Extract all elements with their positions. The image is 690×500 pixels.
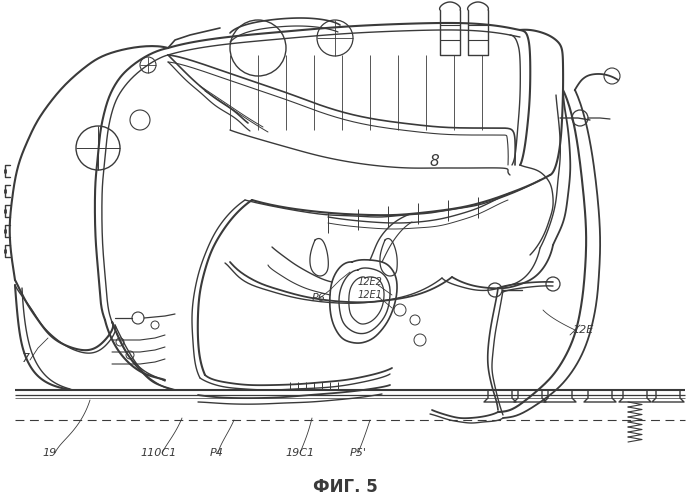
Text: 110C1: 110C1 bbox=[140, 448, 176, 458]
Text: 8: 8 bbox=[430, 154, 440, 170]
Text: P6: P6 bbox=[312, 293, 326, 303]
Text: 12E2: 12E2 bbox=[358, 277, 383, 287]
Text: P4: P4 bbox=[210, 448, 224, 458]
Text: ФИГ. 5: ФИГ. 5 bbox=[313, 478, 377, 496]
Text: 12E: 12E bbox=[572, 325, 593, 335]
Text: 12E1: 12E1 bbox=[358, 290, 383, 300]
Text: P5': P5' bbox=[350, 448, 367, 458]
Text: 19C1: 19C1 bbox=[285, 448, 314, 458]
Text: 7: 7 bbox=[22, 352, 30, 364]
Text: 19: 19 bbox=[42, 448, 57, 458]
